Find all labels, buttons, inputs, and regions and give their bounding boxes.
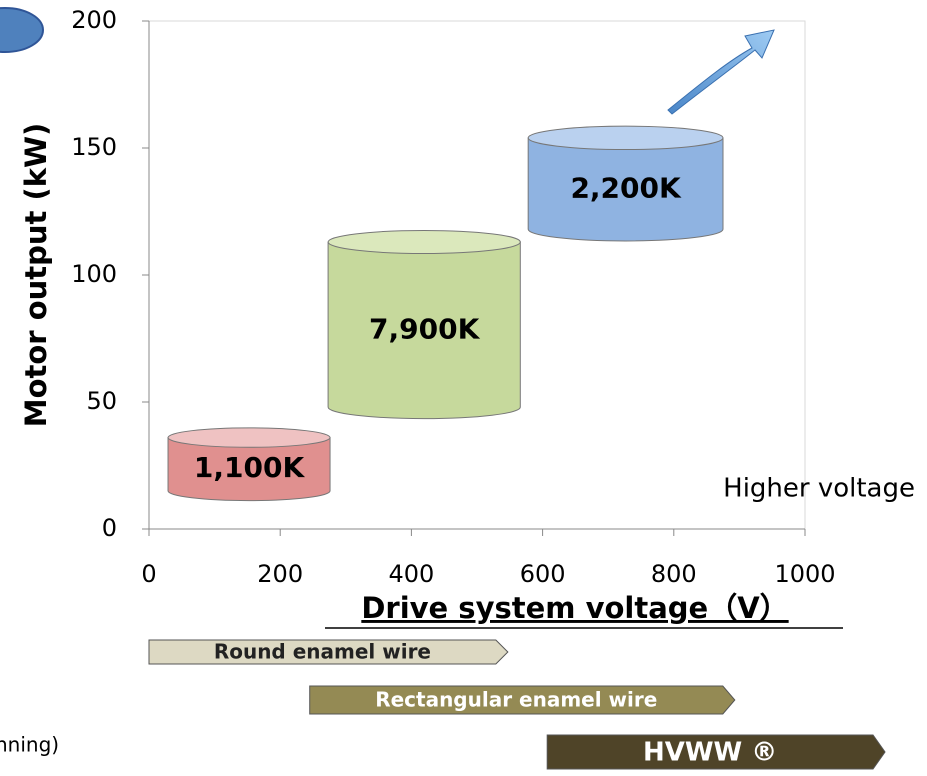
x-tick-label: 200 — [257, 560, 303, 588]
cropped-text: nning) — [0, 733, 59, 757]
chart: Motor output (kW) Drive system voltage（V… — [0, 0, 927, 772]
x-tick-label: 1000 — [774, 560, 835, 588]
range-label: Rectangular enamel wire — [375, 688, 657, 712]
annotation: Higher voltage — [723, 474, 915, 504]
x-tick-label: 400 — [388, 560, 434, 588]
range-label: Round enamel wire — [214, 640, 431, 664]
cylinder-top — [528, 126, 723, 149]
y-axis-label: Motor output (kW) — [19, 123, 53, 428]
range-label: HVWW ® — [643, 738, 777, 768]
y-tick-label: 0 — [102, 514, 117, 542]
y-tick-label: 50 — [86, 387, 117, 415]
cylinder-top — [328, 230, 520, 253]
x-tick-label: 800 — [651, 560, 697, 588]
y-tick-label: 150 — [71, 133, 117, 161]
x-tick-label: 600 — [520, 560, 566, 588]
y-tick-label: 100 — [71, 260, 117, 288]
y-tick-label: 200 — [71, 6, 117, 34]
cylinder-label: 7,900K — [369, 312, 481, 345]
x-tick-label: 0 — [141, 560, 156, 588]
cylinder-label: 2,200K — [570, 171, 682, 204]
cylinder-top — [168, 428, 330, 447]
cylinder-label: 1,100K — [194, 451, 306, 484]
trend-arrow — [668, 30, 774, 114]
x-axis-label: Drive system voltage（V） — [361, 591, 788, 625]
cropped-shape — [0, 8, 43, 52]
